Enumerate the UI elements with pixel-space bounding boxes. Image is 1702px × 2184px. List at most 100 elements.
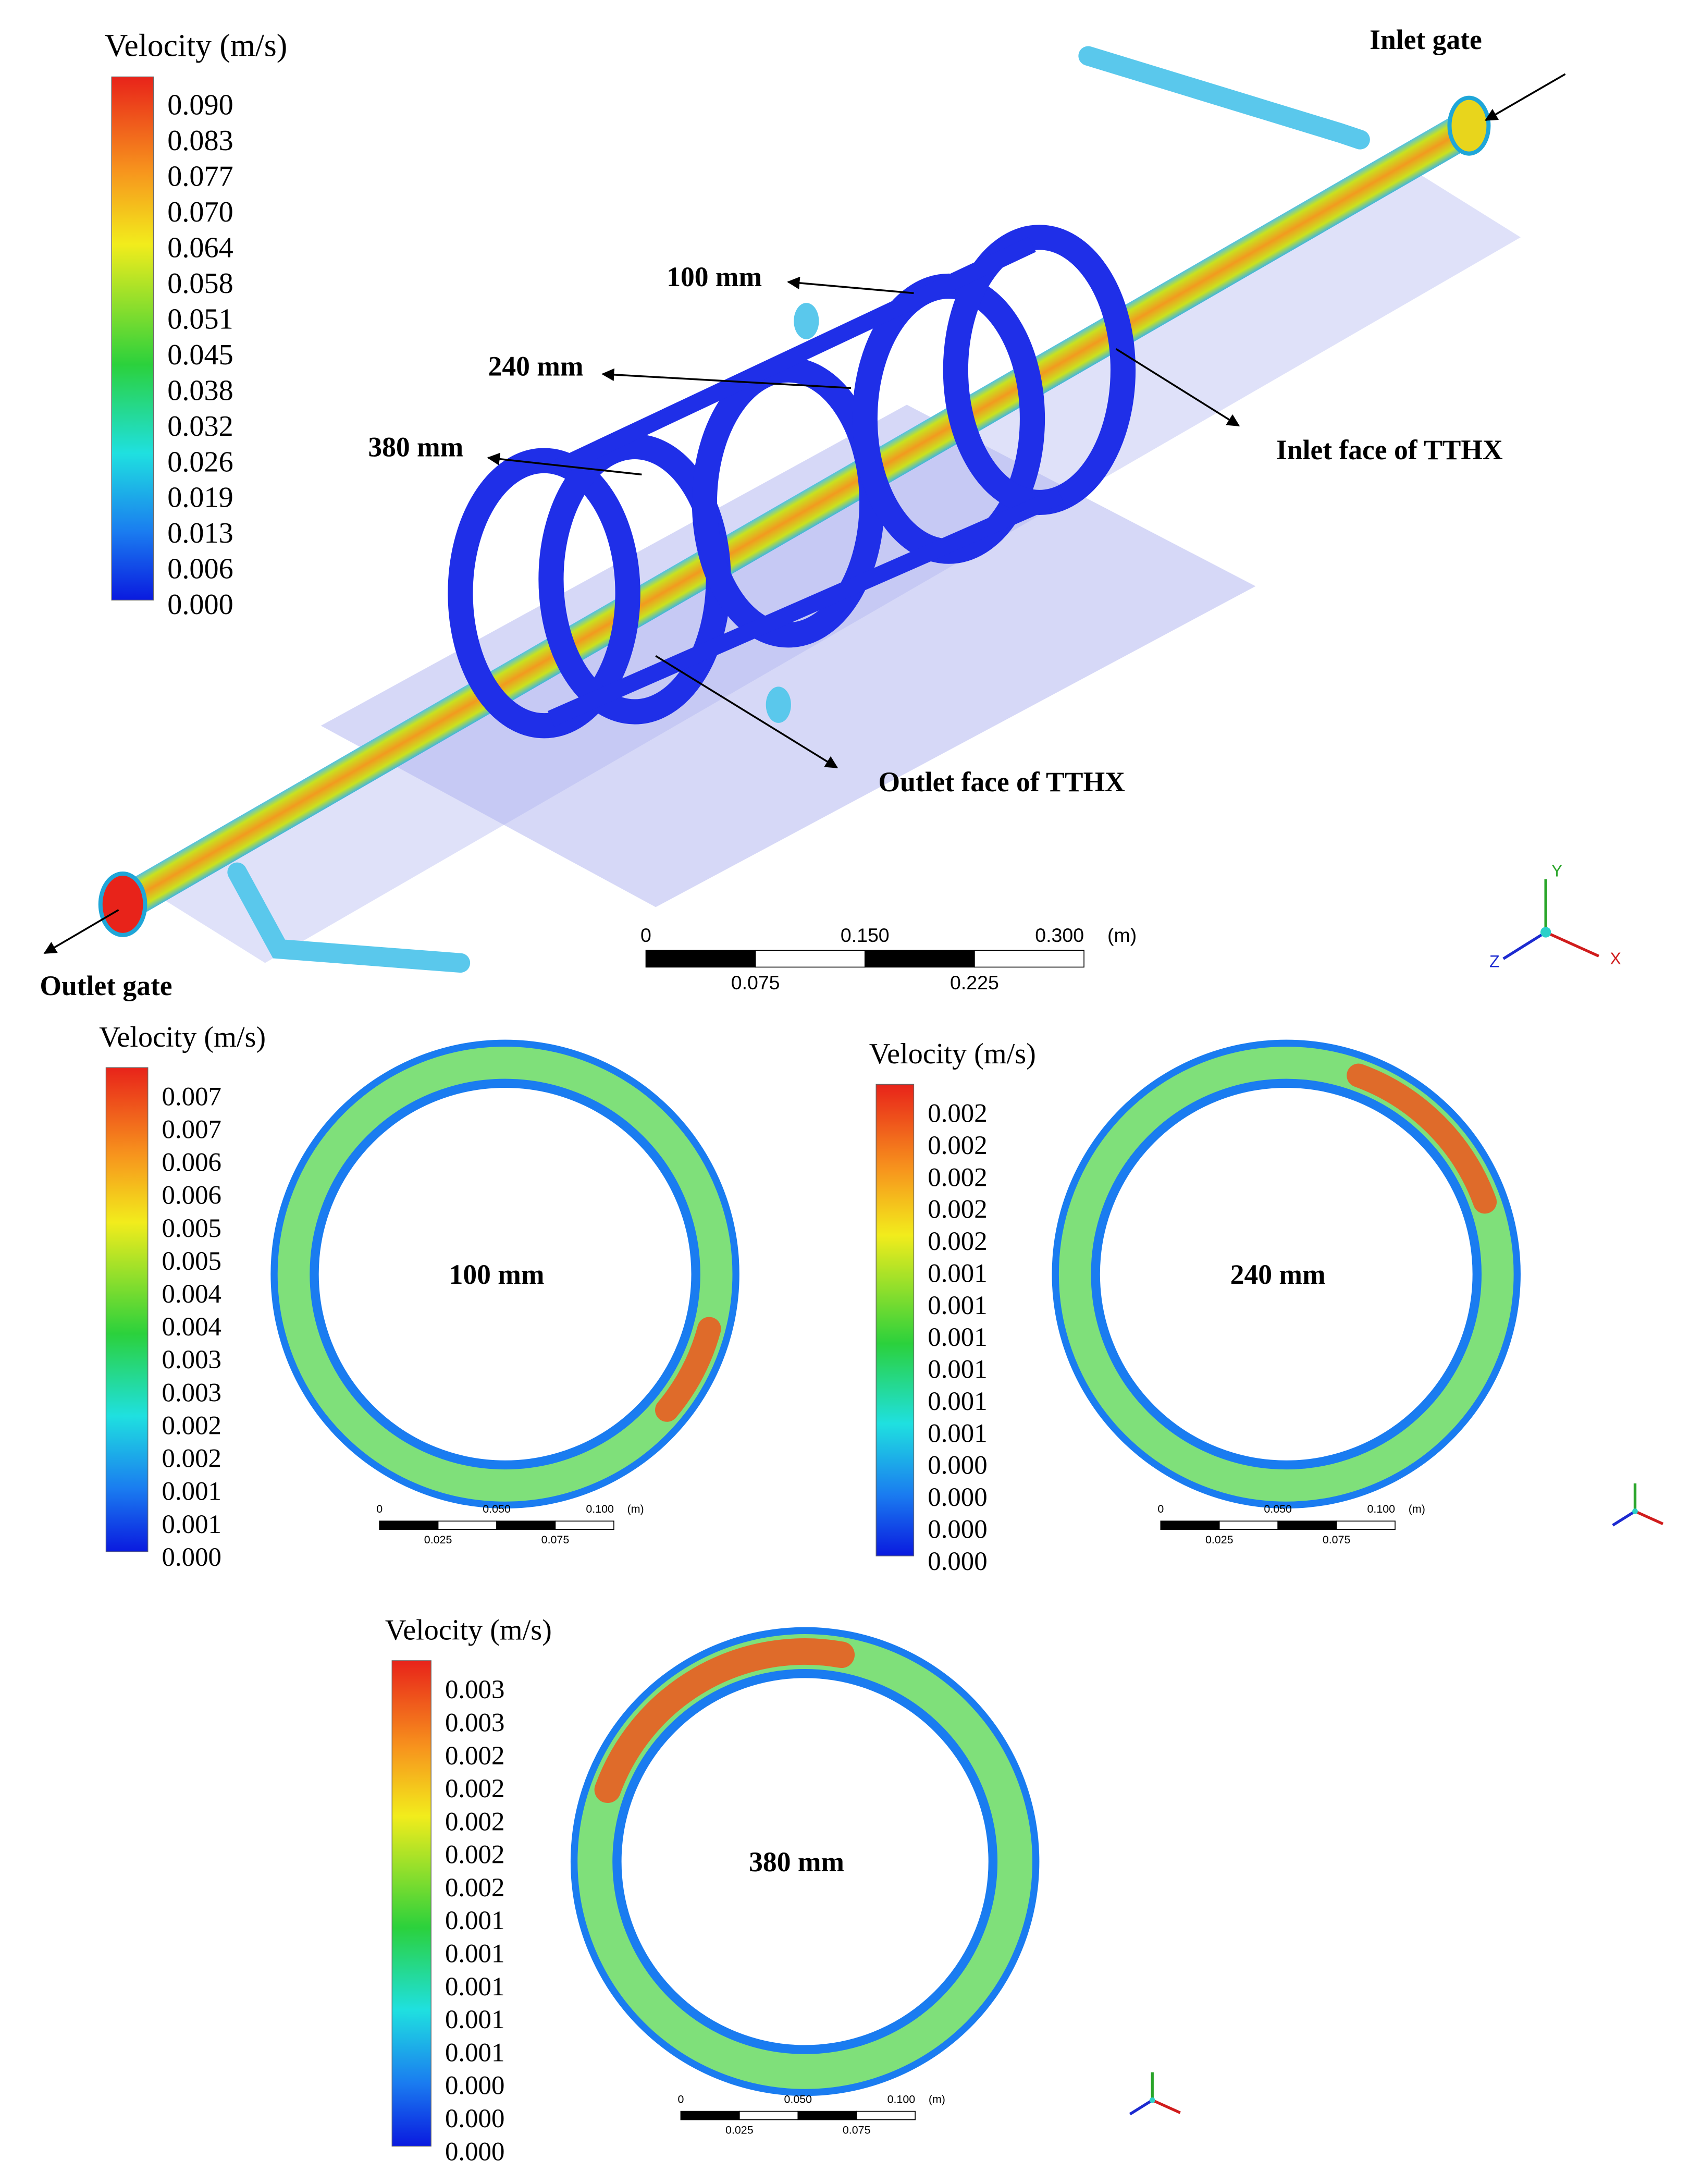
colorbar-label: 0.001 (445, 2005, 504, 2034)
axis-label: X (1610, 949, 1621, 968)
ring-hotspot (1347, 1063, 1497, 1214)
colorbar-label: 0.002 (928, 1131, 987, 1160)
colorbar-label: 0.045 (167, 339, 233, 371)
colorbar-label: 0.005 (162, 1214, 221, 1243)
axis-origin (1149, 2097, 1155, 2103)
scale-segment (496, 1520, 556, 1530)
section-label: 240 mm (1230, 1259, 1326, 1290)
colorbar-label: 0.002 (162, 1411, 221, 1440)
colorbar-label: 0.000 (928, 1547, 987, 1576)
colorbar-label: 0.002 (928, 1195, 987, 1224)
ring-inner (1095, 1083, 1477, 1465)
colorbar (111, 76, 154, 601)
colorbar-label: 0.001 (928, 1291, 987, 1320)
scale-bar: 0 0.050 0.100 (m) 0.025 0.075 (1157, 1503, 1425, 1546)
cross-section: 240 mm (1052, 1039, 1521, 1509)
axis-x (1545, 931, 1599, 958)
colorbar-label: 0.077 (167, 161, 233, 193)
colorbar-label: 0.064 (167, 232, 233, 264)
colorbar-label: 0.002 (162, 1444, 221, 1474)
scale-unit: (m) (929, 2093, 945, 2106)
axis-origin (1632, 1508, 1638, 1514)
colorbar-label: 0.001 (162, 1510, 221, 1539)
scale-segment (379, 1520, 439, 1530)
axis-label: Y (1551, 861, 1562, 880)
axis-label: Z (1489, 952, 1500, 971)
colorbar-label: 0.026 (167, 446, 233, 478)
scale-segment (974, 950, 1084, 968)
ring-inner (617, 1674, 993, 2050)
colorbar-label: 0.002 (928, 1227, 987, 1256)
axis-z (1612, 1510, 1636, 1527)
colorbar-label: 0.006 (167, 553, 233, 585)
colorbar-label: 0.006 (162, 1181, 221, 1210)
colorbar-label: 0.001 (162, 1477, 221, 1506)
scale-segment (645, 950, 756, 968)
scale-segment (755, 950, 866, 968)
colorbar-label: 0.004 (162, 1312, 221, 1342)
colorbar-title: Velocity (m/s) (105, 28, 288, 63)
scale-segment (1336, 1520, 1396, 1530)
colorbar-label: 0.002 (445, 1807, 504, 1836)
annotation: Outlet face of TTHX (878, 766, 1125, 797)
colorbar-label: 0.000 (162, 1543, 221, 1572)
axis-triad: Y X Z (1489, 861, 1621, 971)
colorbar-label: 0.001 (445, 1940, 504, 1969)
ring-inner (314, 1083, 696, 1465)
scale-label: 0.075 (731, 972, 780, 993)
scale-segment (864, 950, 975, 968)
colorbar-label: 0.000 (928, 1451, 987, 1480)
scale-label: 0.150 (841, 924, 890, 946)
scale-segment (739, 2111, 799, 2120)
cross-section: 100 mm (270, 1039, 739, 1509)
annotation: 240 mm (488, 350, 584, 382)
annotation: Inlet face of TTHX (1276, 434, 1503, 465)
scale-segment (1160, 1520, 1220, 1530)
scale-label: 0.050 (483, 1503, 511, 1515)
scale-label: 0.075 (541, 1533, 570, 1546)
colorbar (391, 1660, 431, 2147)
axis-x (1634, 1510, 1664, 1525)
colorbar-label: 0.013 (167, 517, 233, 549)
annotation: Inlet gate (1370, 24, 1482, 55)
colorbar-label: 0.001 (445, 1906, 504, 1935)
scale-bar: 0 0.050 0.100 (m) 0.025 0.075 (376, 1503, 644, 1546)
scale-unit: (m) (1107, 924, 1137, 946)
scale-segment (554, 1520, 614, 1530)
colorbar-label: 0.002 (928, 1163, 987, 1192)
colorbar-label: 0.006 (162, 1148, 221, 1177)
colorbar (875, 1084, 915, 1556)
scale-unit: (m) (627, 1503, 644, 1515)
scale-label: 0.225 (950, 972, 999, 993)
colorbar-label: 0.051 (167, 303, 233, 335)
colorbar-title: Velocity (m/s) (99, 1021, 266, 1053)
scale-segment (680, 2111, 740, 2120)
colorbar (105, 1067, 149, 1552)
colorbar-label: 0.003 (162, 1378, 221, 1407)
cross-section: 380 mm (570, 1627, 1040, 2096)
colorbar-label: 0.001 (928, 1323, 987, 1352)
colorbar-label: 0.003 (162, 1345, 221, 1375)
colorbar-label: 0.083 (167, 125, 233, 157)
ring-flow (277, 1046, 733, 1502)
scale-label: 0.075 (1323, 1533, 1351, 1546)
colorbar-label: 0.001 (928, 1387, 987, 1416)
colorbar-label: 0.002 (445, 1774, 504, 1803)
colorbar-label: 0.001 (928, 1355, 987, 1384)
colorbar-label: 0.002 (445, 1841, 504, 1870)
colorbar-title: Velocity (m/s) (385, 1614, 552, 1647)
scale-label: 0 (1157, 1503, 1164, 1515)
scale-label: 0.025 (1205, 1533, 1234, 1546)
axis-z (1502, 931, 1547, 960)
scale-label: 0.100 (887, 2093, 916, 2106)
scale-bar: 0 0.150 0.300 (m) 0.075 0.225 (640, 924, 1137, 993)
axis-origin (1540, 927, 1551, 938)
section-label: 380 mm (749, 1846, 844, 1878)
scale-label: 0 (677, 2093, 684, 2106)
scale-segment (1218, 1520, 1278, 1530)
scale-label: 0 (640, 924, 651, 946)
axis-triad (1129, 2072, 1181, 2116)
colorbar-label: 0.002 (445, 1873, 504, 1903)
colorbar-label: 0.004 (162, 1280, 221, 1309)
colorbar-label: 0.001 (445, 2038, 504, 2067)
